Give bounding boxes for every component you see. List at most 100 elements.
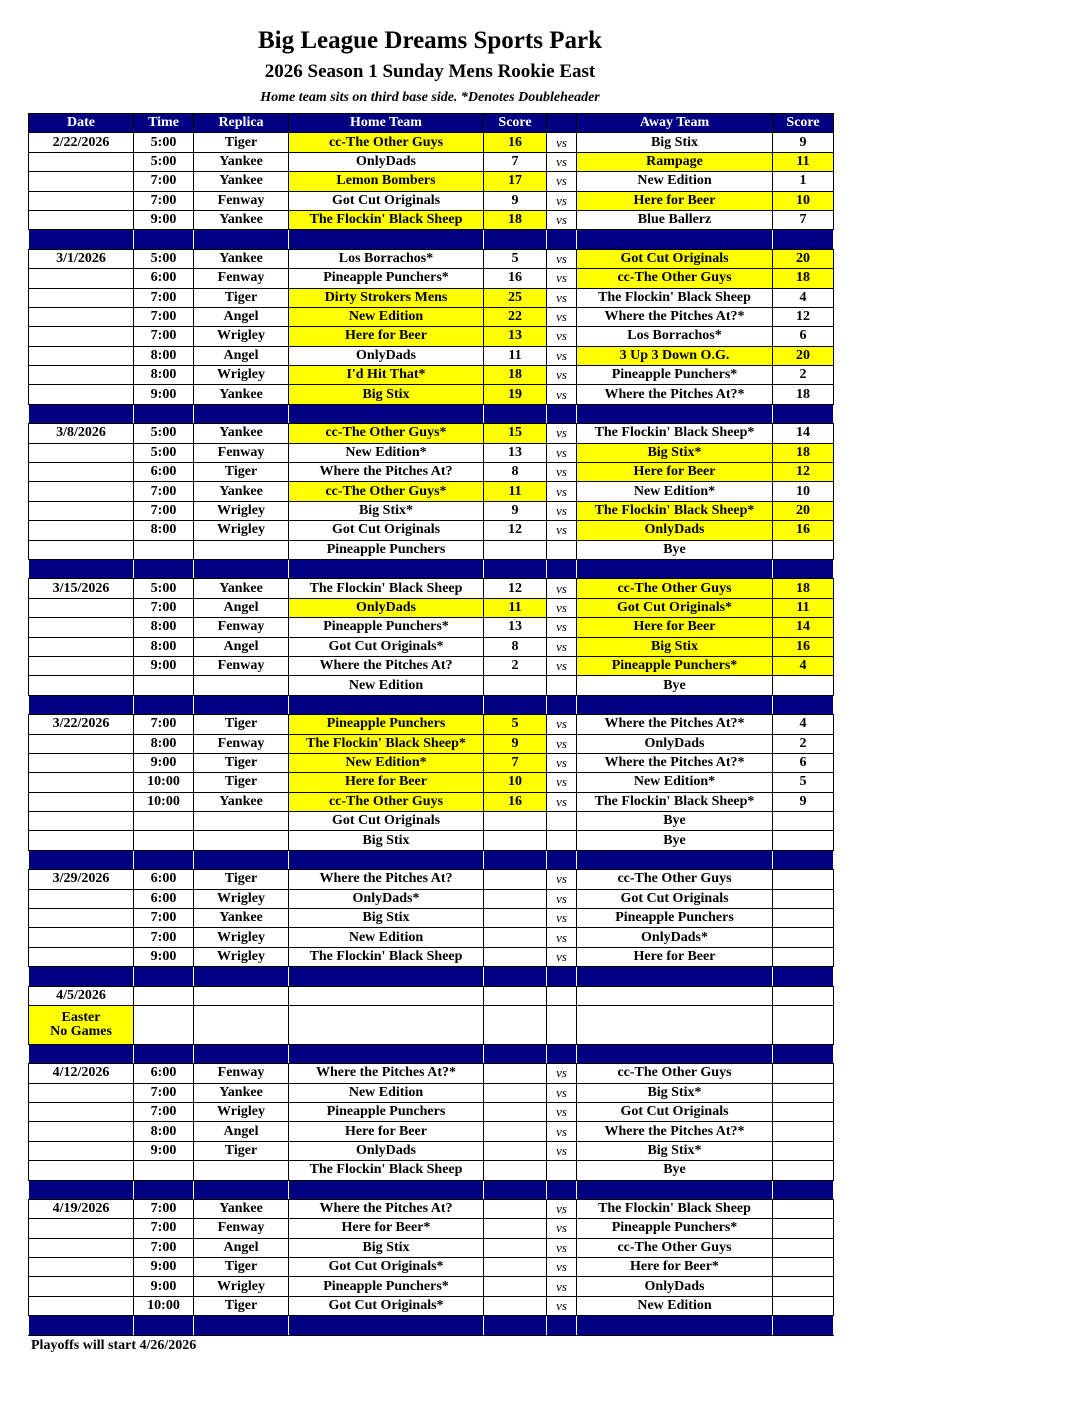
separator-cell (576, 849, 773, 871)
game-row: 5:00 Yankee OnlyDads 7 vs Rampage 11 (28, 151, 834, 173)
time-cell: 9:00 (133, 209, 194, 231)
away-team-cell: OnlyDads (576, 520, 773, 541)
home-score-cell: 16 (483, 132, 547, 153)
home-team-cell: Where the Pitches At? (288, 655, 484, 677)
away-score-cell (772, 1237, 834, 1259)
home-score-cell (483, 811, 547, 832)
home-score-cell: 12 (483, 520, 547, 541)
home-score-cell: 8 (483, 462, 547, 483)
replica-field-cell: Angel (193, 306, 289, 328)
home-team-cell: Big Stix (288, 1237, 484, 1259)
vs-label: vs (546, 1237, 577, 1259)
separator-cell (772, 558, 834, 580)
vs-label: vs (546, 752, 577, 774)
replica-field-cell: Angel (193, 1237, 289, 1259)
date-cell (28, 1218, 134, 1239)
separator-cell (546, 403, 577, 425)
game-row: 7:00 Angel OnlyDads 11 vs Got Cut Originals* 1… (28, 597, 834, 619)
away-score-cell: 4 (772, 655, 834, 677)
date-cell (28, 617, 134, 638)
away-score-cell: 4 (772, 714, 834, 735)
separator-cell (546, 849, 577, 871)
home-score-cell (483, 1063, 547, 1084)
game-row: 7:00 Fenway Got Cut Originals 9 vs Here for B… (28, 190, 834, 211)
date-cell (28, 462, 134, 483)
home-team-cell: Where the Pitches At? (288, 462, 484, 483)
separator-cell (772, 1179, 834, 1200)
vs-label: vs (546, 462, 577, 483)
time-cell: 9:00 (133, 1140, 194, 1162)
home-score-cell: 22 (483, 306, 547, 328)
away-score-cell: 16 (772, 636, 834, 657)
date-cell (28, 1101, 134, 1123)
game-row: 7:00 Yankee New Edition vs Big Stix* (28, 1082, 834, 1103)
away-team-cell: Got Cut Originals (576, 1101, 773, 1123)
replica-field-cell: Angel (193, 345, 289, 367)
away-score-cell (772, 675, 834, 696)
replica-field-cell: Fenway (193, 190, 289, 211)
away-team-cell: New Edition* (576, 772, 773, 793)
away-score-cell: 2 (772, 365, 834, 386)
away-score-cell: 7 (772, 209, 834, 231)
separator-cell (28, 1043, 134, 1065)
replica-field-cell: Tiger (193, 869, 289, 890)
game-row: 3/29/2026 6:00 Tiger Where the Pitches At? v… (28, 869, 834, 890)
time-cell: 5:00 (133, 151, 194, 173)
date-cell (28, 733, 134, 754)
replica-field-cell (193, 539, 289, 560)
empty-cell (546, 985, 577, 1006)
replica-field-cell: Wrigley (193, 520, 289, 541)
date-cell (28, 442, 134, 464)
replica-field-cell (193, 811, 289, 832)
bye-row: Big Stix Bye (28, 830, 834, 851)
week-separator (28, 403, 834, 425)
game-row: 7:00 Tiger Dirty Strokers Mens 25 vs The Floc… (28, 287, 834, 308)
home-score-cell: 25 (483, 287, 547, 308)
away-score-cell: 11 (772, 597, 834, 619)
away-score-cell: 10 (772, 481, 834, 502)
away-team-cell: Los Borrachos* (576, 326, 773, 347)
away-team-cell: cc-The Other Guys (576, 578, 773, 599)
time-cell: 8:00 (133, 1121, 194, 1142)
col-home-team: Home Team (288, 112, 484, 134)
home-team-cell: New Edition* (288, 752, 484, 774)
time-cell: 10:00 (133, 791, 194, 813)
game-row: 9:00 Yankee Big Stix 19 vs Where the Pitches … (28, 384, 834, 405)
separator-cell (772, 1315, 834, 1336)
vs-label (546, 675, 577, 696)
game-row: 9:00 Yankee The Flockin' Black Sheep 18 vs Bl… (28, 209, 834, 231)
separator-cell (28, 966, 134, 987)
empty-cell (483, 1004, 547, 1045)
away-score-cell (772, 830, 834, 851)
vs-label: vs (546, 500, 577, 522)
date-cell (28, 190, 134, 211)
vs-label: vs (546, 927, 577, 948)
game-row: 9:00 Fenway Where the Pitches At? 2 vs Pineap… (28, 655, 834, 677)
game-row: 7:00 Yankee Big Stix vs Pineapple Punchers (28, 908, 834, 929)
holiday-cell: Easter No Games (28, 1004, 134, 1045)
separator-cell (483, 558, 547, 580)
separator-cell (546, 966, 577, 987)
home-score-cell (483, 1101, 547, 1123)
home-team-cell: cc-The Other Guys* (288, 481, 484, 502)
replica-field-cell: Angel (193, 1121, 289, 1142)
replica-field-cell: Yankee (193, 423, 289, 444)
home-team-cell: New Edition (288, 306, 484, 328)
date-cell (28, 772, 134, 793)
replica-field-cell: Tiger (193, 1295, 289, 1317)
col-home-score: Score (483, 112, 547, 134)
away-team-cell: New Edition* (576, 481, 773, 502)
separator-cell (193, 1043, 289, 1065)
game-row: 3/1/2026 5:00 Yankee Los Borrachos* 5 vs Got C… (28, 248, 834, 270)
home-team-cell: OnlyDads (288, 597, 484, 619)
home-team-cell: Dirty Strokers Mens (288, 287, 484, 308)
date-cell (28, 287, 134, 308)
home-score-cell: 17 (483, 171, 547, 192)
away-score-cell (772, 1082, 834, 1103)
empty-cell (576, 985, 773, 1006)
away-team-cell: Where the Pitches At?* (576, 714, 773, 735)
replica-field-cell (193, 675, 289, 696)
week-separator (28, 1179, 834, 1200)
away-score-cell: 20 (772, 248, 834, 270)
separator-cell (546, 558, 577, 580)
